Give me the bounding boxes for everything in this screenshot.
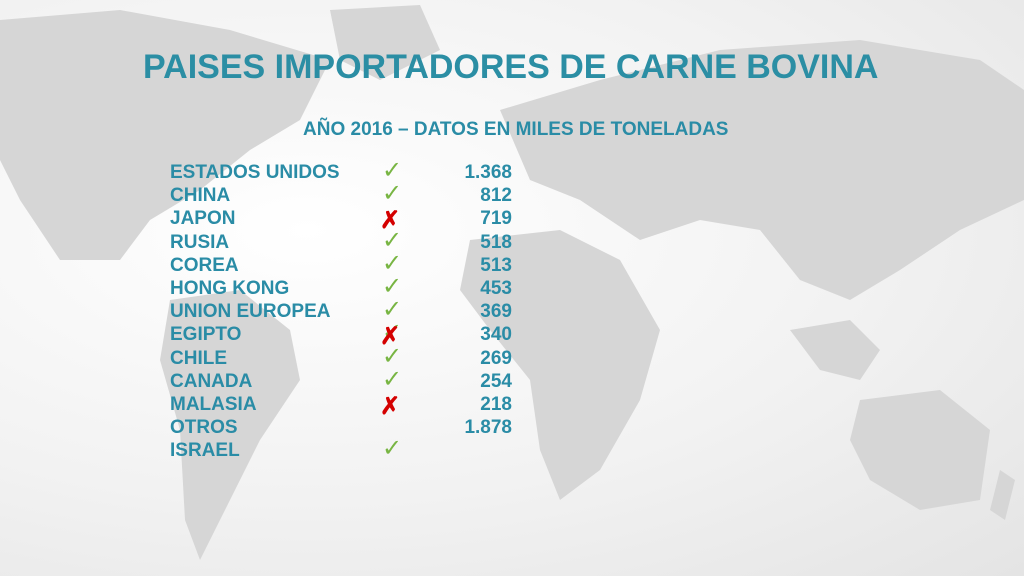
check-mark: ✓ <box>382 249 403 277</box>
country-name: RUSIA <box>170 231 230 253</box>
import-value: 453 <box>480 278 512 299</box>
import-value: 1.878 <box>464 417 512 439</box>
import-value: 269 <box>480 347 512 369</box>
import-value: 513 <box>480 254 512 276</box>
check-mark: ✓ <box>382 273 403 300</box>
country-name: HONG KONG <box>170 278 290 299</box>
check-mark: ✓ <box>382 157 403 184</box>
import-value: 254 <box>480 370 512 392</box>
country-name: ISRAEL <box>170 440 240 462</box>
import-value: 1.368 <box>464 162 512 183</box>
import-value: 218 <box>480 394 512 415</box>
country-name: JAPON <box>170 208 236 230</box>
country-name: MALASIA <box>170 394 257 415</box>
check-mark: ✓ <box>382 296 403 324</box>
country-name: COREA <box>170 254 239 276</box>
country-name: CHILE <box>170 347 227 369</box>
check-mark: ✓ <box>382 342 403 370</box>
import-value: 812 <box>480 185 512 207</box>
country-name: OTROS <box>170 417 238 439</box>
check-mark: ✓ <box>382 319 403 347</box>
import-value: 369 <box>480 301 512 323</box>
import-value: 719 <box>480 208 512 230</box>
title: PAISES IMPORTADORES DE CARNE BOVINA <box>143 48 879 86</box>
country-name: ESTADOS UNIDOS <box>170 162 340 183</box>
country-name: CANADA <box>170 370 253 392</box>
country-name: CHINA <box>170 185 231 207</box>
country-name: EGIPTO <box>170 324 242 346</box>
import-value: 340 <box>480 324 512 346</box>
check-mark: ✓ <box>382 435 403 463</box>
check-mark: ✓ <box>382 226 403 254</box>
check-mark: ✓ <box>382 365 403 393</box>
cross-mark: ✗ <box>380 393 401 420</box>
check-mark: ✓ <box>382 180 403 208</box>
import-value: 518 <box>480 231 512 253</box>
country-name: UNION EUROPEA <box>170 301 331 323</box>
subtitle: AÑO 2016 – DATOS EN MILES DE TONELADAS <box>303 119 729 140</box>
cross-mark: ✗ <box>380 207 401 235</box>
cross-mark: ✗ <box>380 323 401 351</box>
